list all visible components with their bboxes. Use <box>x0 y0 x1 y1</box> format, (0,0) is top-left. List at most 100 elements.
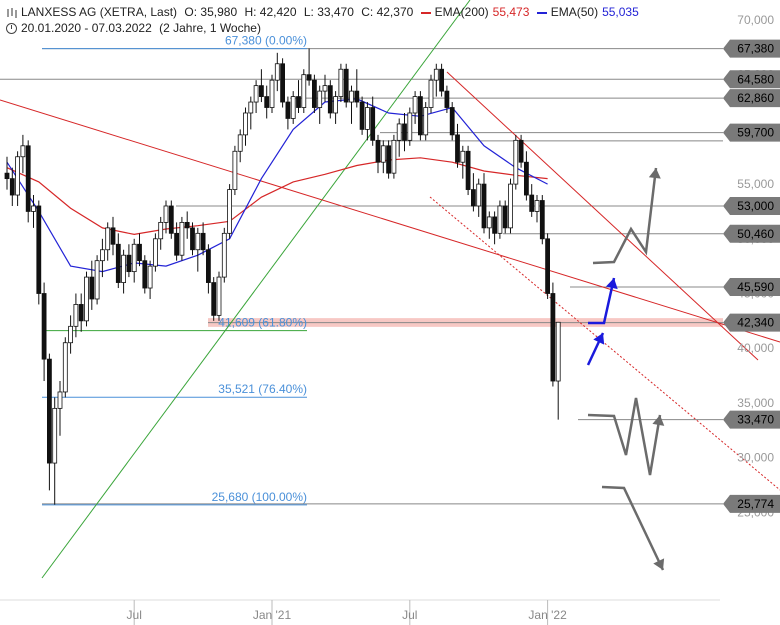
candles <box>4 48 561 505</box>
trend-lines <box>0 0 780 579</box>
low-value: L: 33,470 <box>303 5 354 19</box>
candle-body <box>492 216 498 234</box>
candle-body <box>47 358 52 464</box>
ema50-value: 55,035 <box>602 5 639 19</box>
open-value: O: 35,980 <box>184 5 238 19</box>
candle-body <box>470 189 476 207</box>
level-tag-label: 64,580 <box>737 72 774 86</box>
y-tick-label: 35,000 <box>737 396 774 410</box>
candle-body <box>311 79 317 108</box>
level-tag-label: 33,470 <box>737 413 774 427</box>
level-tag-label: 42,340 <box>737 316 774 330</box>
candle-body <box>105 227 111 251</box>
y-axis: 70,00065,00060,00055,00050,00045,00040,0… <box>723 13 780 519</box>
level-tag-label: 25,774 <box>737 497 774 511</box>
candle-body <box>200 232 206 251</box>
candle-body <box>359 101 365 130</box>
candle-body <box>205 249 211 283</box>
candle-body <box>391 139 397 174</box>
x-tick-label: Jul <box>127 608 142 622</box>
candle-body <box>301 74 307 108</box>
candle-body <box>184 221 190 229</box>
y-tick-label: 55,000 <box>737 177 774 191</box>
candle-body <box>280 63 286 103</box>
green-trendline <box>41 0 471 579</box>
candle-body <box>52 407 58 464</box>
candle-body <box>412 96 418 114</box>
close-value: C: 42,370 <box>361 5 414 19</box>
candle-body <box>539 200 545 240</box>
candle-body <box>529 194 535 212</box>
candle-body <box>211 282 217 316</box>
candle-body <box>407 112 413 141</box>
candle-body <box>497 205 503 234</box>
candle-body <box>354 90 360 103</box>
fib-label: 41,609 (61.80%) <box>218 316 307 330</box>
candle-body <box>524 161 529 196</box>
candle-body <box>115 243 121 283</box>
candle-body <box>41 293 47 360</box>
period-range: 20.01.2020 - 07.03.2022 <box>21 21 152 35</box>
candle-body <box>190 227 195 251</box>
candle-body <box>423 107 429 136</box>
candle-body <box>465 150 471 190</box>
level-tag <box>723 70 780 89</box>
candle-body <box>131 243 137 273</box>
candle-body <box>402 123 407 141</box>
bull-arrow-head <box>648 168 661 179</box>
level-tag-label: 59,700 <box>737 126 774 140</box>
chart-header: LANXESS AG (XETRA, Last) O: 35,980 H: 42… <box>6 5 643 19</box>
candle-body <box>518 139 524 163</box>
level-tag <box>723 224 780 243</box>
candle-body <box>338 68 344 97</box>
candle-body <box>84 276 89 322</box>
level-tag <box>723 278 780 297</box>
fib-label: 67,380 (0.00%) <box>225 34 307 48</box>
candle-body <box>327 85 333 114</box>
level-tag-label: 45,590 <box>737 280 774 294</box>
candle-body <box>322 85 328 92</box>
ema200-label: EMA(200) <box>434 5 489 19</box>
candle-body <box>486 216 492 229</box>
clock-icon <box>6 23 17 35</box>
candle-body <box>433 68 439 81</box>
candle-body <box>380 145 386 163</box>
ema50-label: EMA(50) <box>550 5 599 19</box>
candle-body <box>62 342 68 393</box>
candle-body <box>296 96 301 108</box>
y-tick-label: 30,000 <box>737 451 774 465</box>
fib-label: 25,680 (100.00%) <box>212 490 307 504</box>
candle-body <box>545 238 550 294</box>
candle-body <box>227 189 233 234</box>
candle-body <box>258 85 264 97</box>
candle-body <box>248 101 254 114</box>
candle-body <box>455 134 460 163</box>
candle-body <box>375 139 381 163</box>
candle-body <box>264 96 270 108</box>
candle-body <box>158 221 164 240</box>
bear-arrow-head <box>653 558 665 570</box>
red-long-trendline <box>0 99 780 343</box>
candle-body <box>20 145 26 158</box>
candle-body <box>386 145 392 174</box>
candle-body <box>364 107 370 130</box>
level-tag <box>723 89 780 108</box>
x-tick-label: Jan '21 <box>253 608 292 622</box>
level-tag <box>723 196 780 215</box>
x-tick-label: Jan '22 <box>528 608 567 622</box>
chart-type-icon <box>7 7 17 18</box>
bull-arrow <box>592 167 658 265</box>
candle-body <box>168 205 174 234</box>
candle-body <box>290 96 296 119</box>
candle-body <box>550 293 556 382</box>
red-upper-trendline <box>446 71 759 361</box>
level-tag <box>723 123 780 142</box>
blue-arrow-lower-head <box>593 333 605 345</box>
candle-body <box>121 254 126 283</box>
candle-body <box>31 205 36 212</box>
level-tag <box>723 410 780 429</box>
x-tick-label: Jul <box>402 608 417 622</box>
candle-body <box>232 150 238 190</box>
candle-body <box>174 232 180 256</box>
candle-body <box>460 150 466 163</box>
